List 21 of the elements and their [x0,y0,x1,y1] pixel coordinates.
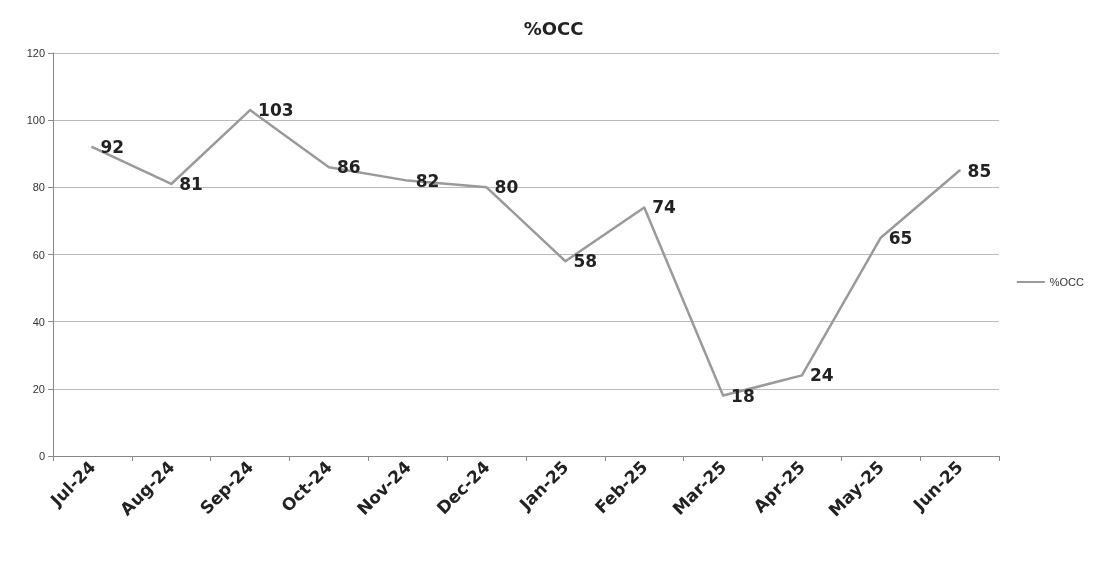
data-label: 18 [731,385,755,406]
data-label: 103 [258,100,294,121]
y-tick-label: 40 [32,315,45,328]
y-tick-label: 60 [32,248,45,261]
data-label: 81 [179,173,203,194]
legend-label: %OCC [1049,276,1085,288]
y-tick-label: 0 [38,450,45,462]
data-label: 65 [888,227,913,248]
data-label: 82 [415,170,440,191]
y-tick-label: 100 [26,114,45,127]
y-tick-label: 80 [32,181,45,194]
data-label: 85 [967,160,992,181]
chart-title: %OCC [523,17,584,39]
y-tick-label: 120 [26,47,45,59]
data-label: 24 [809,365,834,386]
data-label: 74 [652,197,677,218]
data-label: 58 [573,251,598,272]
data-label: 86 [336,157,361,178]
data-label: 92 [100,137,125,158]
y-tick-label: 20 [32,382,45,395]
data-label: 80 [494,177,519,198]
